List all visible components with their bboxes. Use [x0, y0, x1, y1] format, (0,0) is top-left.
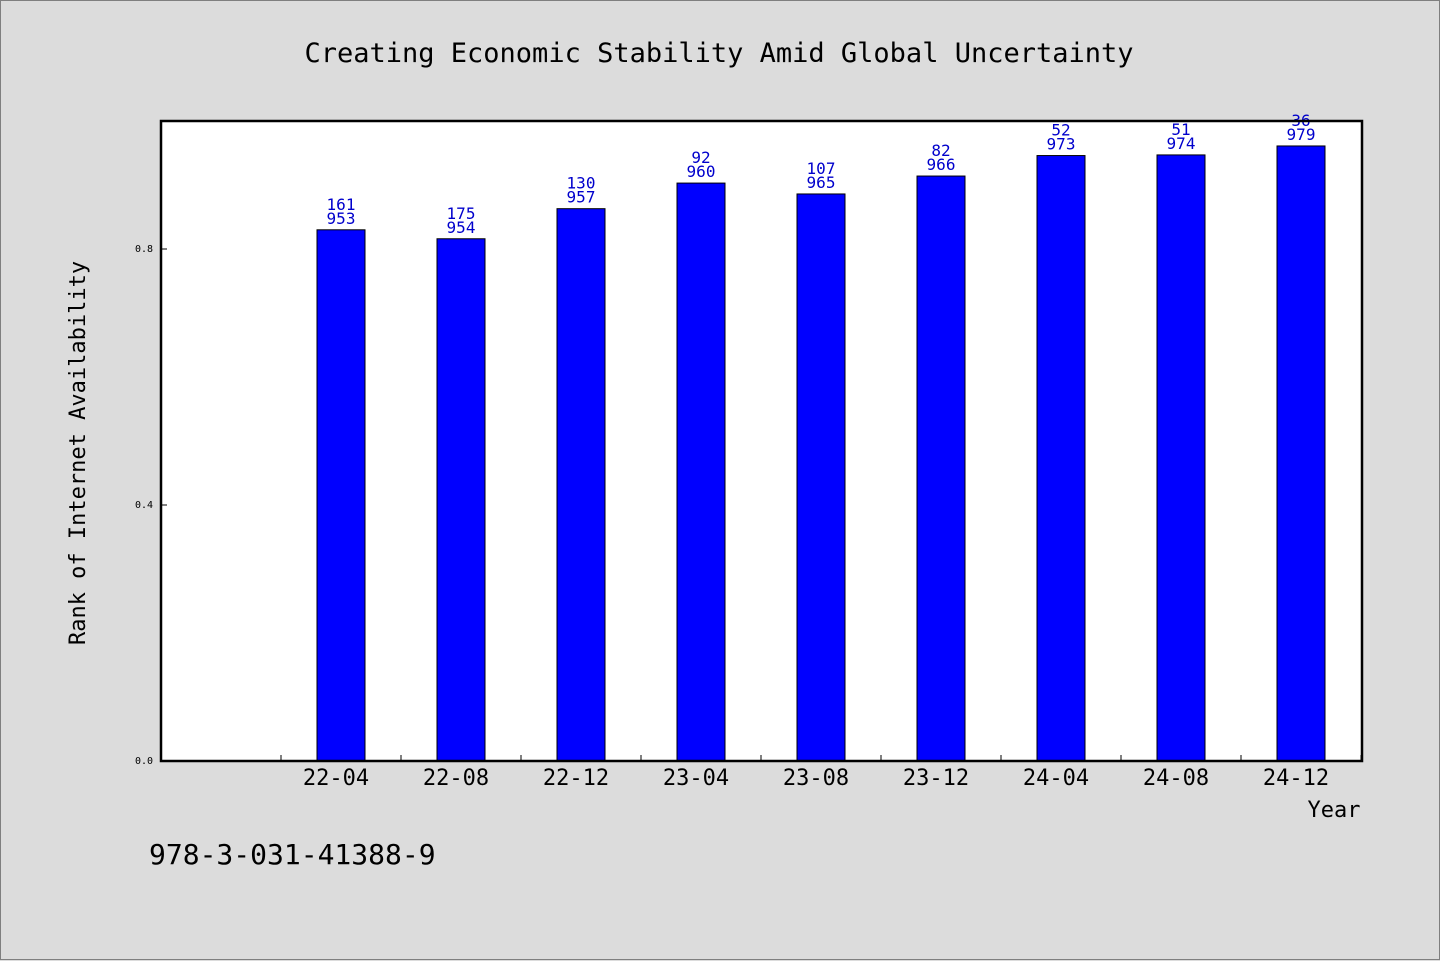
x-tick-label: 23-08	[783, 766, 849, 791]
bar-label-top: 175	[447, 204, 476, 223]
bar-label-top: 92	[691, 148, 710, 167]
bar-label-bottom: 954	[447, 218, 476, 237]
bar-23-04	[676, 182, 726, 762]
bar-group	[316, 145, 1326, 762]
bar-22-04	[316, 229, 366, 762]
isbn-label: 978-3-031-41388-9	[149, 838, 436, 871]
bar-label-top: 51	[1171, 120, 1190, 139]
plot-border	[159, 119, 1364, 763]
bar-label-top: 82	[931, 141, 950, 160]
bar-label-bottom: 966	[927, 155, 956, 174]
bar-label-top: 52	[1051, 121, 1070, 140]
bar-label-top: 107	[807, 159, 836, 178]
bar-label-bottom: 965	[807, 173, 836, 192]
bar-24-04	[1036, 155, 1086, 762]
x-tick-group: 22-04 22-08 22-12 23-04 23-08 23-12 24-04 24-08…	[280, 755, 1362, 791]
x-tick-label: 24-12	[1263, 766, 1329, 791]
chart-title: Creating Economic Stability Amid Global …	[304, 38, 1133, 69]
x-tick-label: 24-08	[1143, 766, 1209, 791]
bar-24-12	[1276, 145, 1326, 762]
bar-label-top: 161	[327, 195, 356, 214]
bar-23-08	[796, 193, 846, 762]
x-axis-title: Year	[1308, 798, 1361, 823]
bar-label-bottom: 953	[327, 209, 356, 228]
y-tick-label: 0.8	[135, 244, 153, 255]
bar-label-bottom: 957	[567, 188, 596, 207]
bar-label-bottom: 973	[1047, 135, 1076, 154]
y-axis-title: Rank of Internet Availability	[66, 261, 91, 645]
x-tick-label: 22-08	[423, 766, 489, 791]
bar-23-12	[916, 175, 966, 762]
bar-22-12	[556, 208, 606, 762]
x-tick-label: 22-12	[543, 766, 609, 791]
bar-label-bottom: 974	[1167, 134, 1196, 153]
x-tick-label: 23-12	[903, 766, 969, 791]
x-tick-label: 23-04	[663, 766, 729, 791]
bar-22-08	[436, 238, 486, 762]
y-tick-label: 0.0	[135, 756, 153, 767]
y-tick-label: 0.4	[135, 500, 153, 511]
bar-24-08	[1156, 154, 1206, 762]
bar-label-bottom: 960	[687, 162, 716, 181]
bar-label-top: 130	[567, 174, 596, 193]
bar-label-bottom: 979	[1287, 125, 1316, 144]
x-tick-label: 24-04	[1023, 766, 1089, 791]
x-tick-label: 22-04	[303, 766, 369, 791]
